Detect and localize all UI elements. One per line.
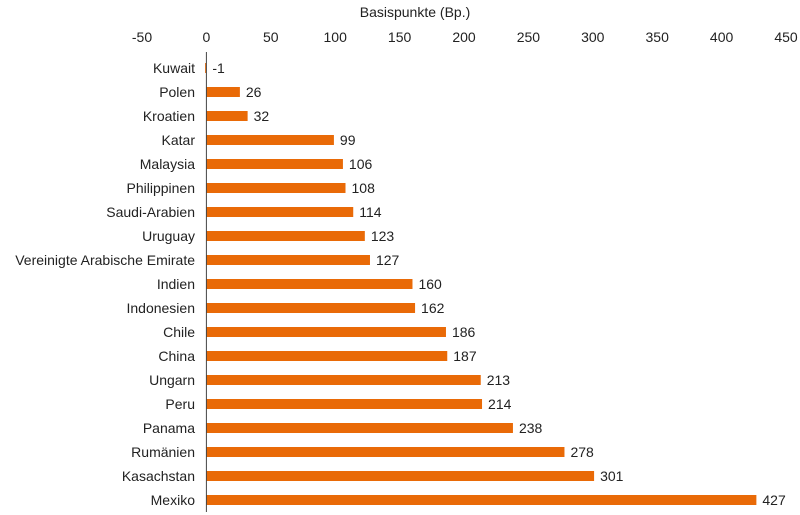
data-label: 127 — [376, 252, 400, 268]
x-tick-label: 0 — [203, 29, 211, 45]
bar — [205, 63, 207, 73]
category-label: Chile — [163, 324, 195, 340]
data-label: 238 — [519, 420, 543, 436]
data-label: 106 — [349, 156, 373, 172]
category-label: Indonesien — [126, 300, 195, 316]
category-label: Saudi-Arabien — [106, 204, 195, 220]
bar — [206, 87, 240, 97]
data-label: 160 — [418, 276, 442, 292]
data-label: 186 — [452, 324, 476, 340]
data-label: 301 — [600, 468, 624, 484]
data-label: 187 — [453, 348, 477, 364]
data-label: 32 — [254, 108, 270, 124]
data-label: 162 — [421, 300, 445, 316]
x-tick-label: 200 — [452, 29, 476, 45]
bar — [206, 159, 343, 169]
data-label: 213 — [487, 372, 511, 388]
data-label: 26 — [246, 84, 262, 100]
bar — [206, 495, 757, 505]
category-label: Katar — [162, 132, 196, 148]
bar — [206, 135, 334, 145]
x-axis-ticks: -50 0 50 100 150 200 250 300 350 400 450 — [132, 29, 798, 45]
bar — [206, 375, 481, 385]
x-tick-label: 350 — [646, 29, 670, 45]
category-label: Vereinigte Arabische Emirate — [15, 252, 195, 268]
bar — [206, 183, 346, 193]
category-label: Polen — [159, 84, 195, 100]
category-label: Peru — [165, 396, 195, 412]
x-tick-label: -50 — [132, 29, 152, 45]
category-label: Panama — [143, 420, 195, 436]
category-label: Kuwait — [153, 60, 195, 76]
bars — [205, 63, 757, 505]
data-label: 114 — [359, 204, 382, 220]
x-tick-label: 100 — [324, 29, 348, 45]
bar — [206, 231, 365, 241]
data-label: 214 — [488, 396, 512, 412]
category-label: China — [158, 348, 195, 364]
category-label: Malaysia — [140, 156, 195, 172]
category-label: Kasachstan — [122, 468, 195, 484]
data-label: 427 — [762, 492, 786, 508]
bar — [206, 447, 565, 457]
x-tick-label: 450 — [774, 29, 798, 45]
x-tick-label: 50 — [263, 29, 279, 45]
category-label: Kroatien — [143, 108, 195, 124]
x-axis-title: Basispunkte (Bp.) — [360, 4, 471, 20]
bar — [206, 327, 446, 337]
bar — [206, 255, 370, 265]
data-label: 278 — [570, 444, 594, 460]
bar — [206, 423, 513, 433]
category-labels: Kuwait Polen Kroatien Katar Malaysia Philippi… — [15, 60, 195, 508]
data-label: -1 — [212, 60, 225, 76]
x-tick-label: 250 — [517, 29, 541, 45]
bar — [206, 303, 416, 313]
bar — [206, 111, 248, 121]
x-tick-label: 150 — [388, 29, 412, 45]
data-label: 99 — [340, 132, 356, 148]
bar — [206, 399, 483, 409]
category-label: Uruguay — [142, 228, 195, 244]
data-label: 108 — [352, 180, 376, 196]
bar — [206, 279, 413, 289]
data-label: 123 — [371, 228, 395, 244]
category-label: Philippinen — [127, 180, 196, 196]
category-label: Ungarn — [149, 372, 195, 388]
x-tick-label: 400 — [710, 29, 734, 45]
category-label: Rumänien — [131, 444, 195, 460]
x-tick-label: 300 — [581, 29, 605, 45]
bar — [206, 207, 354, 217]
bar — [206, 351, 448, 361]
data-labels: -1 26 32 99 106 108 114 123 127 160 162 186 187 213 21… — [212, 60, 786, 508]
category-label: Indien — [157, 276, 195, 292]
bar — [206, 471, 595, 481]
category-label: Mexiko — [151, 492, 196, 508]
